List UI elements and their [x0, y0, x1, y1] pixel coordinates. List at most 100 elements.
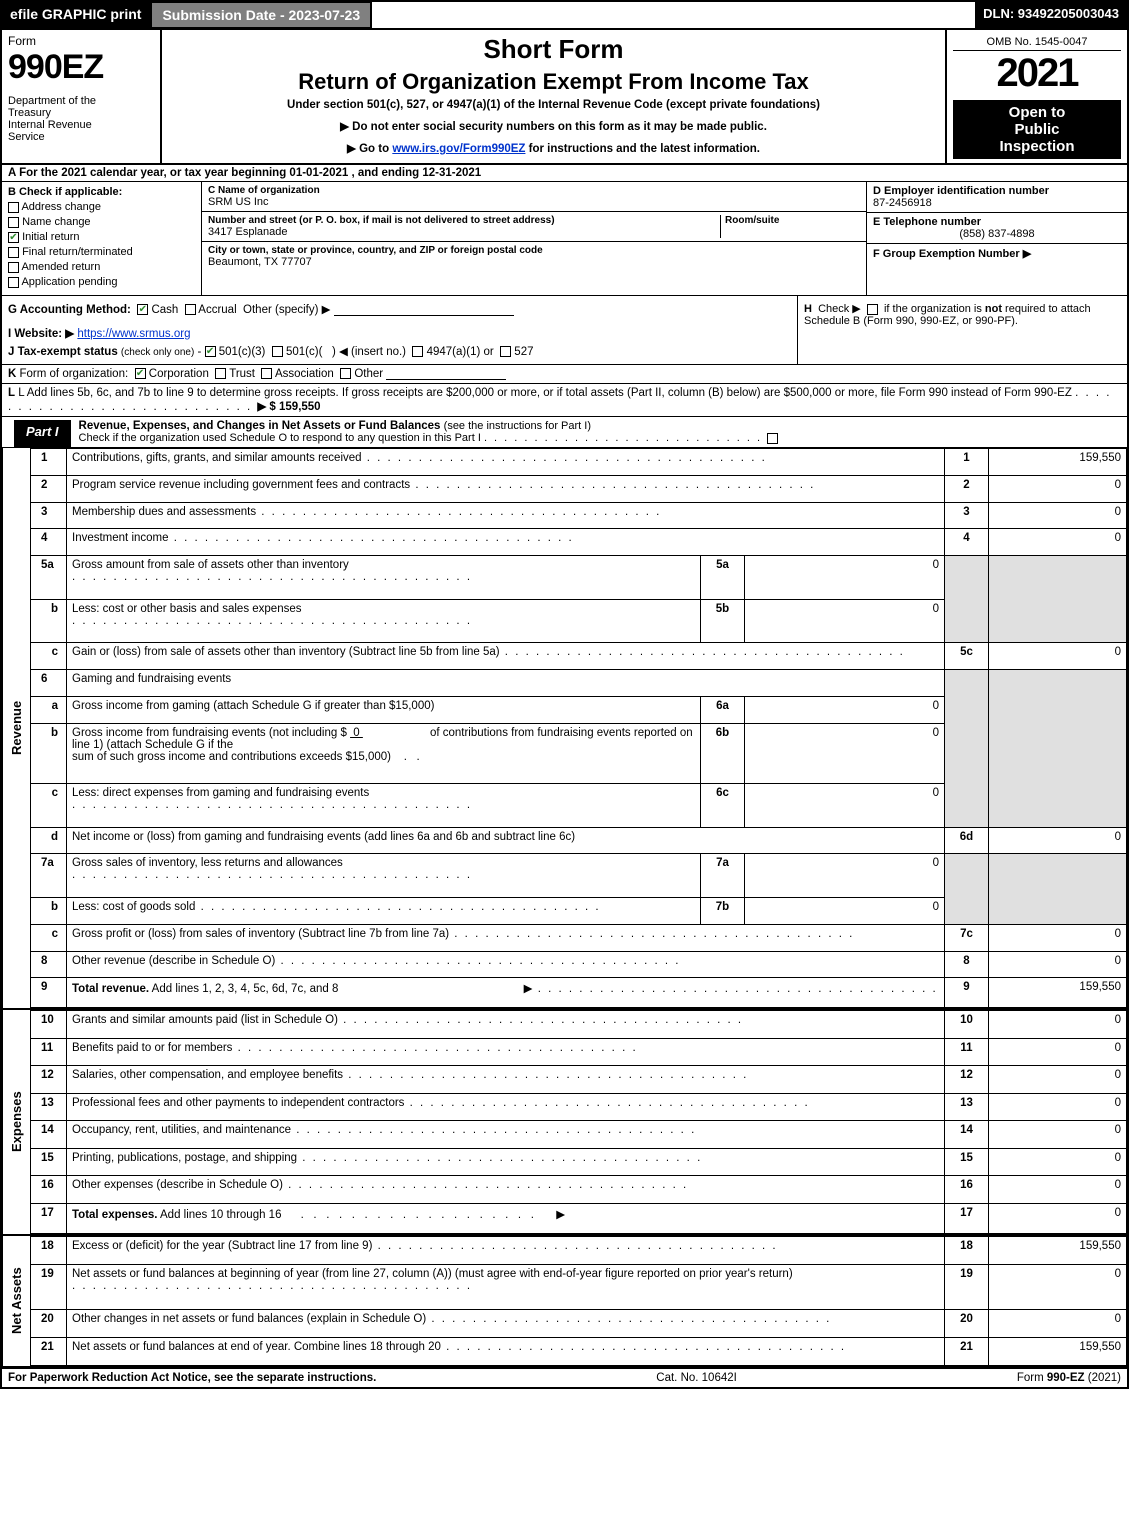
line-10: 10 Grants and similar amounts paid (list…	[31, 1011, 1127, 1039]
chk-cash[interactable]	[137, 304, 148, 315]
chk-501c3[interactable]	[205, 346, 216, 357]
chk-label: Initial return	[22, 231, 79, 243]
chk-accrual[interactable]	[185, 304, 196, 315]
website-link[interactable]: https://www.srmus.org	[77, 328, 190, 340]
line-17: 17 Total expenses. Add lines 10 through …	[31, 1203, 1127, 1234]
g-other: Other (specify) ▶	[243, 304, 330, 316]
top-bar: efile GRAPHIC print Submission Date - 20…	[0, 0, 1129, 30]
section-j: J Tax-exempt status (check only one) - 5…	[8, 344, 791, 358]
line-8: 8 Other revenue (describe in Schedule O)…	[31, 951, 1127, 978]
l-text: L Add lines 5b, 6c, and 7b to line 9 to …	[18, 387, 1072, 399]
expenses-block: Expenses 10 Grants and similar amounts p…	[0, 1008, 1129, 1234]
line-21: 21 Net assets or fund balances at end of…	[31, 1338, 1127, 1366]
section-c: C Name of organization SRM US Inc Number…	[202, 182, 867, 295]
goto-line: ▶ Go to www.irs.gov/Form990EZ for instru…	[166, 141, 941, 155]
line-3: 3 Membership dues and assessments 3 0	[31, 502, 1127, 529]
line-13: 13 Professional fees and other payments …	[31, 1093, 1127, 1121]
section-a-text: A For the 2021 calendar year, or tax yea…	[8, 167, 481, 179]
footer-right: Form 990-EZ (2021)	[1017, 1372, 1121, 1384]
submission-date: Submission Date - 2023-07-23	[151, 2, 372, 28]
section-l: L L Add lines 5b, 6c, and 7b to line 9 t…	[0, 384, 1129, 417]
c-name-label: C Name of organization	[208, 185, 860, 196]
irs-link[interactable]: www.irs.gov/Form990EZ	[392, 143, 525, 155]
form-number: 990EZ	[8, 48, 154, 87]
chk-other-org[interactable]	[340, 368, 351, 379]
chk-schedule-o[interactable]	[767, 433, 778, 444]
line-1: 1 Contributions, gifts, grants, and simi…	[31, 449, 1127, 476]
i-label: I Website: ▶	[8, 328, 74, 340]
chk-association[interactable]	[261, 368, 272, 379]
chk-527[interactable]	[500, 346, 511, 357]
footer-left: For Paperwork Reduction Act Notice, see …	[8, 1372, 376, 1384]
short-form-title: Short Form	[166, 34, 941, 65]
chk-amended-return[interactable]: Amended return	[8, 261, 195, 273]
line-4: 4 Investment income 4 0	[31, 529, 1127, 556]
chk-corporation[interactable]	[135, 368, 146, 379]
no-ssn-line: ▶ Do not enter social security numbers o…	[166, 119, 941, 133]
org-city: Beaumont, TX 77707	[208, 256, 860, 268]
b-header: B Check if applicable:	[8, 186, 195, 198]
chk-name-change[interactable]: Name change	[8, 216, 195, 228]
chk-initial-return[interactable]: Initial return	[8, 231, 195, 243]
net-assets-block: Net Assets 18 Excess or (deficit) for th…	[0, 1234, 1129, 1368]
line-15: 15 Printing, publications, postage, and …	[31, 1148, 1127, 1176]
g-label: G Accounting Method:	[8, 304, 131, 316]
c-addr-label: Number and street (or P. O. box, if mail…	[208, 215, 720, 226]
other-blank[interactable]	[334, 304, 514, 316]
expenses-table: 10 Grants and similar amounts paid (list…	[30, 1010, 1127, 1234]
chk-trust[interactable]	[215, 368, 226, 379]
header-right: OMB No. 1545-0047 2021 Open toPublicInsp…	[947, 30, 1127, 163]
line-20: 20 Other changes in net assets or fund b…	[31, 1310, 1127, 1338]
chk-address-change[interactable]: Address change	[8, 201, 195, 213]
part-i-check-text: Check if the organization used Schedule …	[79, 432, 481, 444]
net-assets-side-label: Net Assets	[2, 1236, 30, 1366]
header-center: Short Form Return of Organization Exempt…	[162, 30, 947, 163]
line-18: 18 Excess or (deficit) for the year (Sub…	[31, 1237, 1127, 1265]
d-label: D Employer identification number	[873, 185, 1121, 197]
org-street: 3417 Esplanade	[208, 226, 720, 238]
e-label: E Telephone number	[873, 216, 1121, 228]
section-b: B Check if applicable: Address change Na…	[2, 182, 202, 295]
line-9: 9 Total revenue. Add lines 1, 2, 3, 4, 5…	[31, 978, 1127, 1008]
g-accrual: Accrual	[198, 304, 236, 316]
expenses-side-label: Expenses	[2, 1010, 30, 1234]
phone-value: (858) 837-4898	[873, 228, 1121, 240]
line-16: 16 Other expenses (describe in Schedule …	[31, 1176, 1127, 1204]
chk-final-return[interactable]: Final return/terminated	[8, 246, 195, 258]
under-section: Under section 501(c), 527, or 4947(a)(1)…	[166, 99, 941, 111]
chk-label: Amended return	[21, 261, 100, 273]
part-i-header: Part I Revenue, Expenses, and Changes in…	[0, 417, 1129, 448]
form-header: Form 990EZ Department of theTreasuryInte…	[0, 30, 1129, 165]
footer-center: Cat. No. 10642I	[376, 1372, 1017, 1384]
section-a-tax-year: A For the 2021 calendar year, or tax yea…	[0, 165, 1129, 182]
dln-number: DLN: 93492205003043	[975, 2, 1127, 28]
omb-number: OMB No. 1545-0047	[953, 34, 1121, 51]
section-g-accounting: G Accounting Method: Cash Accrual Other …	[2, 296, 797, 364]
line-6d: d Net income or (loss) from gaming and f…	[31, 827, 1127, 854]
chk-501c[interactable]	[272, 346, 283, 357]
chk-schedule-b[interactable]	[867, 304, 878, 315]
return-title: Return of Organization Exempt From Incom…	[166, 69, 941, 95]
tax-year: 2021	[953, 51, 1121, 96]
revenue-side-label: Revenue	[2, 448, 30, 1008]
revenue-table: 1 Contributions, gifts, grants, and simi…	[30, 448, 1127, 1008]
footer: For Paperwork Reduction Act Notice, see …	[0, 1368, 1129, 1389]
dept-text: Department of theTreasuryInternal Revenu…	[8, 95, 154, 143]
other-org-blank[interactable]	[386, 368, 506, 380]
line-14: 14 Occupancy, rent, utilities, and maint…	[31, 1121, 1127, 1149]
part-i-tag: Part I	[14, 420, 71, 447]
l-amount: ▶ $ 159,550	[257, 401, 320, 413]
header-left: Form 990EZ Department of theTreasuryInte…	[2, 30, 162, 163]
chk-label: Name change	[22, 216, 91, 228]
line-5a: 5a Gross amount from sale of assets othe…	[31, 556, 1127, 600]
chk-label: Address change	[21, 201, 101, 213]
efile-print-button[interactable]: efile GRAPHIC print	[2, 2, 151, 28]
c-city-label: City or town, state or province, country…	[208, 245, 860, 256]
part-i-title: Revenue, Expenses, and Changes in Net As…	[71, 417, 1127, 447]
chk-application-pending[interactable]: Application pending	[8, 276, 195, 288]
line-5c: c Gain or (loss) from sale of assets oth…	[31, 643, 1127, 670]
f-label: F Group Exemption Number ▶	[873, 247, 1121, 260]
chk-4947[interactable]	[412, 346, 423, 357]
line-7c: c Gross profit or (loss) from sales of i…	[31, 924, 1127, 951]
line-19: 19 Net assets or fund balances at beginn…	[31, 1264, 1127, 1309]
